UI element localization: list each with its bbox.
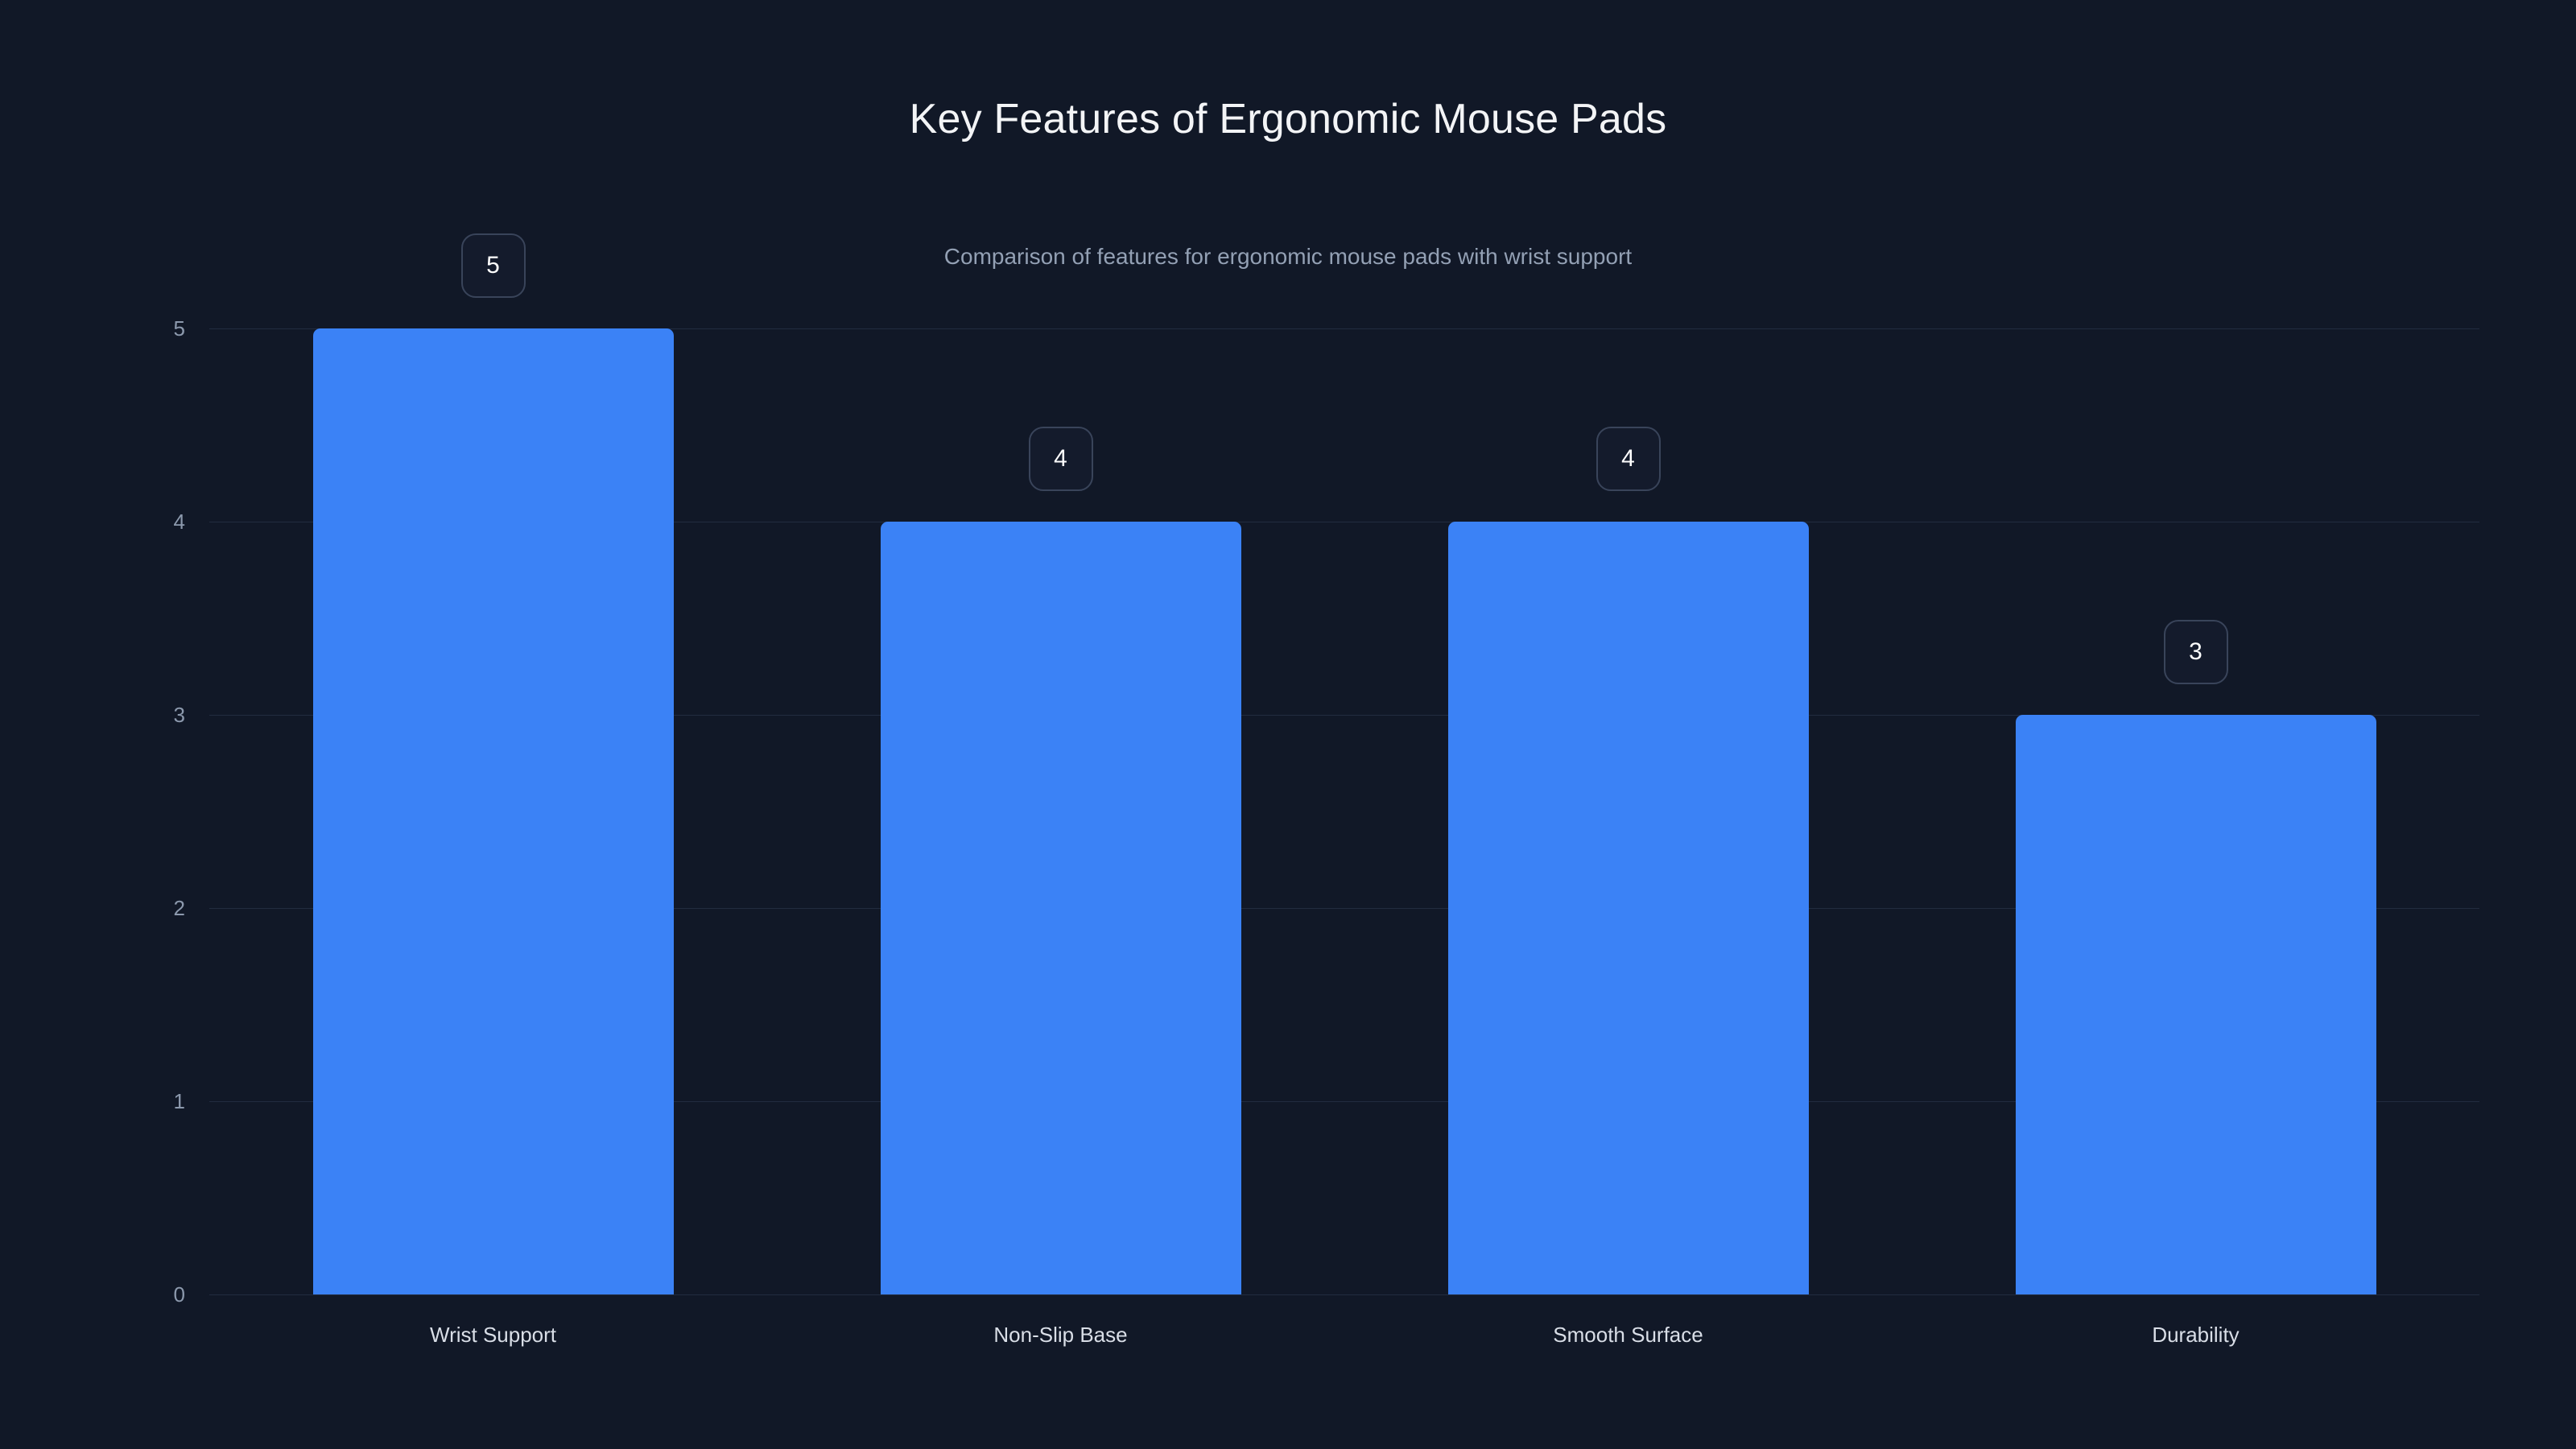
x-tick-label-durability: Durability bbox=[2152, 1323, 2240, 1347]
y-tick-label-4: 4 bbox=[173, 510, 185, 534]
y-tick-label-1: 1 bbox=[173, 1089, 185, 1113]
y-tick-label-5: 5 bbox=[173, 316, 185, 341]
gridline-5 bbox=[209, 328, 2479, 329]
y-tick-label-0: 0 bbox=[173, 1282, 185, 1307]
bar-non-slip-base[interactable] bbox=[880, 522, 1241, 1294]
bar-wrist-support[interactable] bbox=[312, 328, 674, 1294]
gridline-1 bbox=[209, 1101, 2479, 1102]
value-badge-wrist-support: 5 bbox=[460, 233, 526, 298]
chart-subtitle: Comparison of features for ergonomic mou… bbox=[943, 244, 1633, 269]
bar-durability[interactable] bbox=[2015, 715, 2376, 1294]
gridline-2 bbox=[209, 908, 2479, 909]
bar-smooth-surface[interactable] bbox=[1447, 522, 1809, 1294]
x-tick-label-smooth-surface: Smooth Surface bbox=[1553, 1323, 1703, 1347]
x-tick-label-non-slip-base: Non-Slip Base bbox=[993, 1323, 1128, 1347]
plot-area bbox=[209, 328, 2479, 1295]
y-tick-label-2: 2 bbox=[173, 896, 185, 920]
value-badge-durability: 3 bbox=[2163, 620, 2228, 684]
x-tick-label-wrist-support: Wrist Support bbox=[429, 1323, 557, 1347]
gridline-3 bbox=[209, 715, 2479, 716]
value-badge-non-slip-base: 4 bbox=[1028, 427, 1093, 491]
chart-title: Key Features of Ergonomic Mouse Pads bbox=[909, 96, 1667, 142]
gridline-0 bbox=[209, 1294, 2479, 1295]
value-badge-smooth-surface: 4 bbox=[1596, 427, 1661, 491]
y-tick-label-3: 3 bbox=[173, 703, 185, 727]
